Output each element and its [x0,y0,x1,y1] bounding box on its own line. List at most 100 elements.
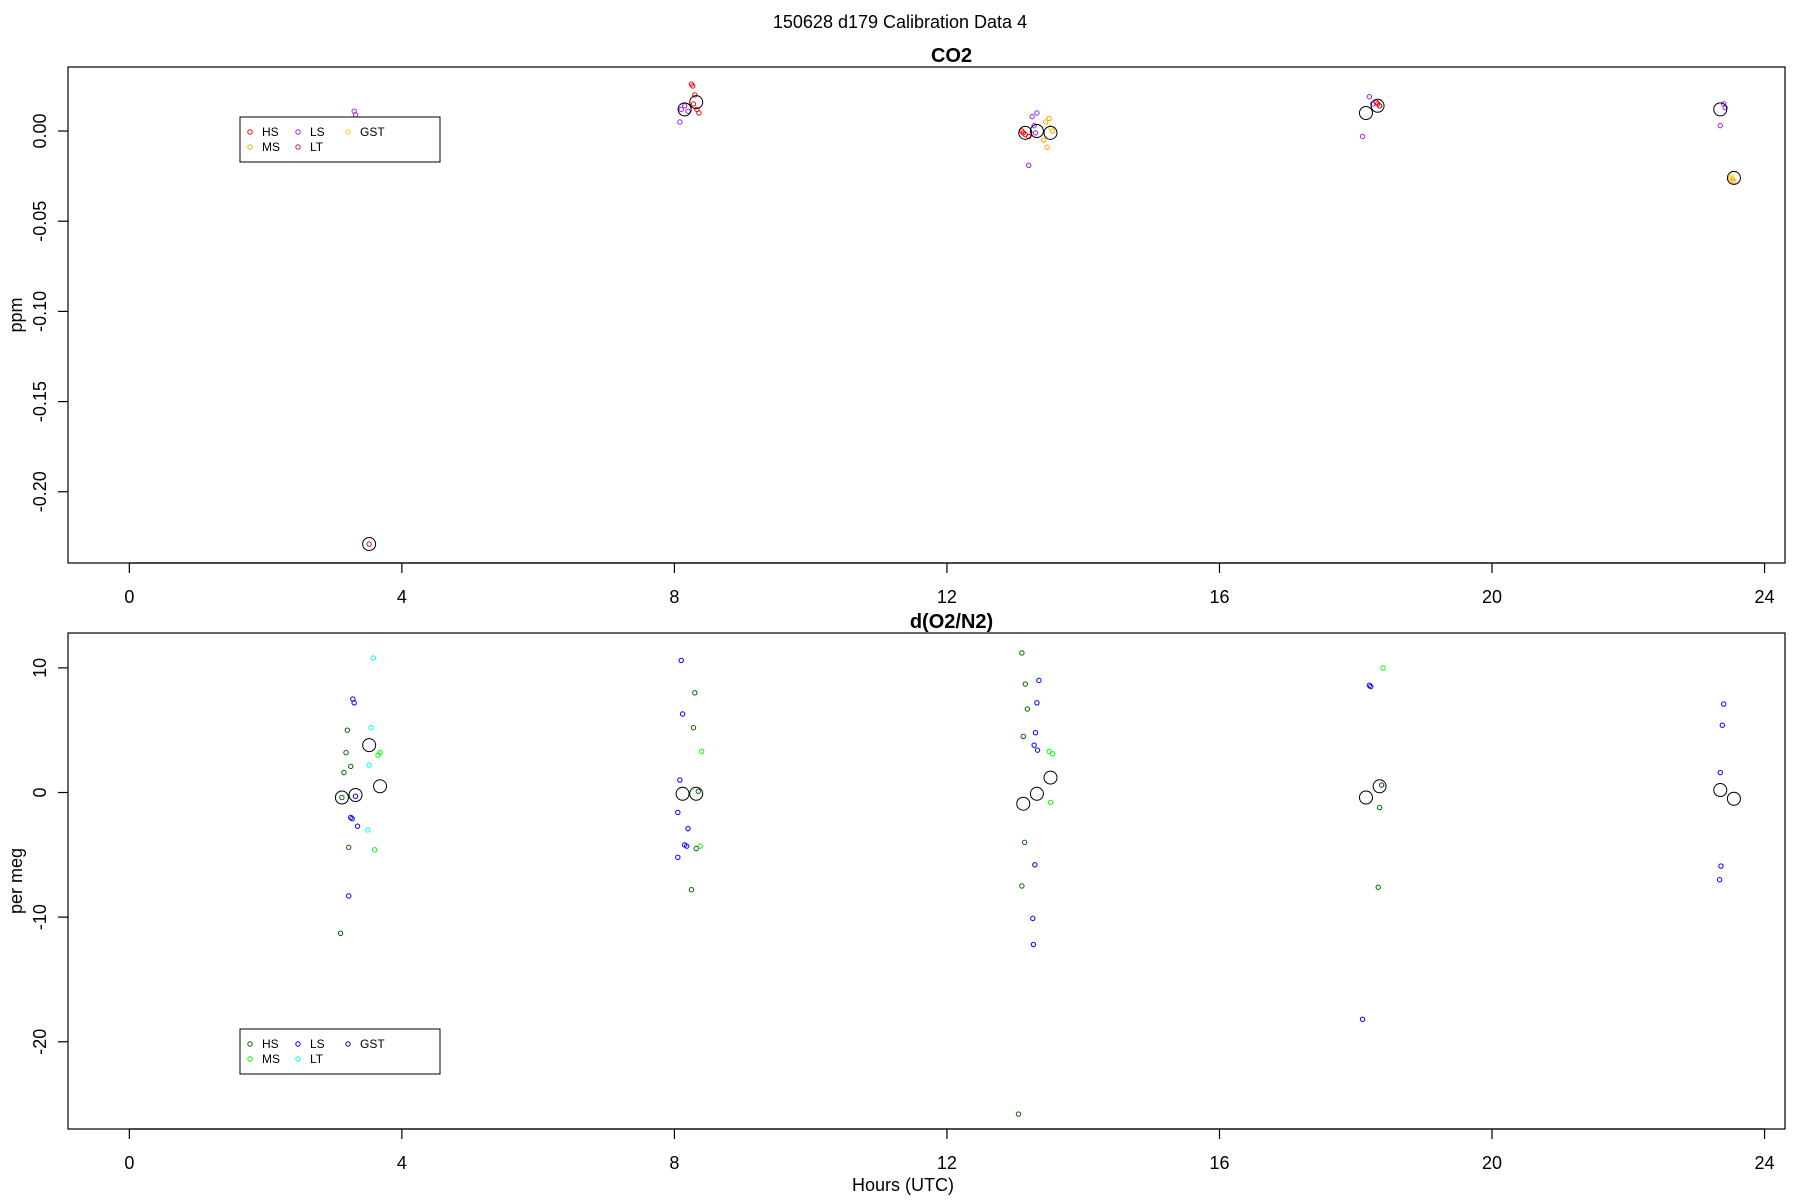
x-tick-label: 20 [1482,587,1502,607]
mean-marker [348,788,363,803]
x-axis: 0 4 8 12 16 20 24 [124,562,1775,607]
mean-marker [362,738,377,753]
x-tick-label: 16 [1209,587,1229,607]
plot-panel-1: CO2 ppm 0 4 8 12 16 20 24 0.00 -0.05 -0.10 -0.15 -0.2… [6,45,1786,607]
mean-marker [677,102,692,117]
data-point-hs [348,763,354,770]
x-tick-label: 16 [1209,1153,1229,1173]
mean-marker [373,779,388,794]
data-point-ls [1030,915,1036,922]
data-point-hs [1378,782,1385,788]
data-points [351,81,1737,547]
data-point-hs [692,690,698,696]
panel-title: CO2 [931,45,972,67]
y-axis: 0.00 -0.05 -0.10 -0.15 -0.20 [30,114,68,512]
y-axis: 10 0 -10 -20 [30,658,68,1055]
legend-label: MS [262,1052,280,1066]
y-tick-label: -20 [30,1029,50,1055]
data-point-ls [1717,122,1723,129]
data-point-ls [1716,877,1723,883]
x-tick-label: 4 [397,1153,407,1173]
mean-marker [1018,125,1033,140]
data-point-hs [341,769,347,776]
x-tick-label: 12 [937,1153,957,1173]
data-point-hs [692,92,698,98]
data-point-lt [366,541,372,547]
y-axis-label: per meg [6,848,26,914]
data-point-lt [365,827,371,833]
data-point-hs [696,110,702,116]
legend-marker [247,1056,253,1062]
data-point-ls [677,119,683,125]
data-point-hs [1015,1111,1022,1117]
data-point-ls [1720,701,1727,707]
legend-marker [295,1056,301,1062]
mean-markers [334,738,1741,811]
data-point-ls [679,711,686,717]
mean-marker [1358,105,1373,120]
data-point-ls [1718,863,1724,869]
data-point-ls [1026,162,1032,168]
data-point-hs [339,794,345,801]
data-point-hs [688,887,695,893]
x-tick-label: 8 [669,587,679,607]
data-point-ms [1729,177,1736,183]
data-point-ms [377,749,383,756]
mean-marker [1726,170,1741,185]
data-point-lt [1376,103,1383,109]
data-point-ls [354,823,361,829]
mean-marker [1358,790,1373,805]
x-tick-label: 8 [669,1153,679,1173]
y-tick-label: -0.10 [30,291,50,332]
data-point-ls [1366,94,1373,100]
legend-label: LS [310,1037,325,1051]
mean-marker [1370,98,1385,113]
legend-marker [295,144,301,150]
data-point-ls [1366,682,1373,689]
data-point-ls [677,777,683,783]
data-point-ls [1032,729,1039,736]
data-point-ms [1046,115,1052,122]
data-point-ls [1368,683,1374,690]
legend-marker [247,144,253,150]
figure-title: 150628 d179 Calibration Data 4 [773,12,1027,32]
legend-label: LT [310,140,324,154]
data-point-ls [349,815,355,822]
data-point-hs [344,727,351,733]
legend-marker [295,1041,301,1047]
data-point-ms [1049,751,1056,757]
data-point-hs [690,725,697,731]
legend-label: GST [360,1037,385,1051]
data-point-ms [698,748,705,755]
data-point-ls [1717,769,1723,776]
data-point-ms [697,843,703,849]
data-points [337,650,1727,1117]
legend-label: LT [310,1052,324,1066]
x-tick-label: 0 [124,1153,134,1173]
data-point-hs [1021,839,1028,846]
data-point-ls [675,854,681,861]
x-axis: 0 4 8 12 16 20 24 [124,1128,1775,1173]
mean-marker [689,95,704,110]
legend-label: HS [262,1037,279,1051]
mean-marker [1029,124,1044,139]
mean-marker [1713,783,1728,798]
data-point-ms [1380,665,1386,671]
data-point-hs [343,749,349,756]
legend-label: MS [262,140,280,154]
mean-marker [1029,786,1044,801]
y-tick-label: 10 [30,658,50,678]
y-tick-label: -10 [30,904,50,930]
y-tick-label: 0.00 [30,114,50,149]
mean-marker [1372,779,1387,794]
data-point-ls [1032,862,1038,868]
data-point-ls [678,657,684,664]
mean-marker [1726,791,1741,806]
data-point-ls [352,793,359,799]
data-point-hs [1020,130,1026,136]
data-point-ls [351,700,357,706]
data-point-hs [690,83,696,89]
